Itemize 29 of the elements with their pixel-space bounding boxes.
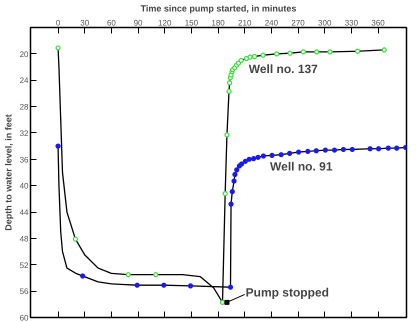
series-label: Well no. 137 <box>248 62 318 76</box>
y-tick-label: 44 <box>20 208 30 218</box>
x-tick-label: 240 <box>264 18 279 28</box>
x-tick-label: 60 <box>106 18 116 28</box>
x-tick-label: 90 <box>134 18 144 28</box>
y-tick-label: 28 <box>20 102 30 112</box>
x-tick-label: 300 <box>318 18 332 28</box>
y-tick-label: 24 <box>20 76 30 86</box>
x-tick-label: 180 <box>211 18 226 28</box>
y-tick-label: 52 <box>20 260 30 270</box>
x-tick-label: 120 <box>158 18 172 28</box>
x-tick-label: 210 <box>238 18 252 28</box>
x-tick-label: 360 <box>371 18 386 28</box>
x-tick-label: 0 <box>56 18 61 28</box>
x-axis-title: Time since pump started, in minutes <box>140 4 296 14</box>
x-tick-label: 150 <box>184 18 199 28</box>
y-tick-label: 48 <box>20 234 30 244</box>
series-label: Well no. 91 <box>270 159 333 174</box>
x-tick-label: 330 <box>344 18 359 28</box>
y-tick-label: 60 <box>20 314 30 322</box>
y-tick-label: 40 <box>20 182 30 191</box>
y-axis-title: Depth to water level, in feet <box>4 114 14 231</box>
y-tick-label: 20 <box>20 50 30 59</box>
y-tick-label: 32 <box>20 128 30 138</box>
x-tick-label: 270 <box>291 18 306 28</box>
annotation: Pump stopped <box>246 285 329 300</box>
y-tick-label: 36 <box>20 155 30 164</box>
y-tick-label: 56 <box>20 287 30 296</box>
x-tick-label: 30 <box>80 18 90 28</box>
